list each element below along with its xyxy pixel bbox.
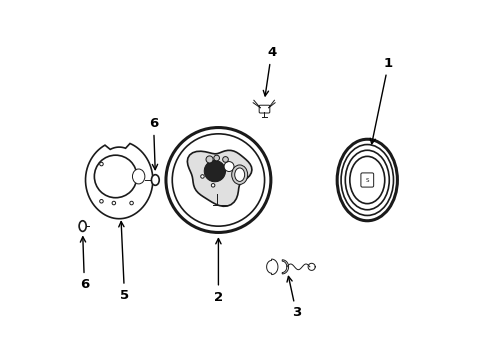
Polygon shape	[267, 259, 278, 275]
Ellipse shape	[79, 221, 86, 231]
Circle shape	[112, 201, 116, 205]
Ellipse shape	[232, 165, 247, 184]
Ellipse shape	[235, 168, 245, 181]
Circle shape	[206, 156, 213, 163]
Text: 6: 6	[149, 117, 158, 170]
Circle shape	[166, 127, 271, 233]
Polygon shape	[282, 260, 289, 274]
Circle shape	[99, 162, 103, 166]
FancyBboxPatch shape	[259, 105, 270, 113]
Text: 6: 6	[80, 237, 89, 291]
Text: 2: 2	[214, 239, 223, 303]
Circle shape	[201, 175, 204, 178]
Circle shape	[204, 161, 225, 182]
Text: 3: 3	[287, 276, 301, 319]
Polygon shape	[86, 144, 153, 219]
Circle shape	[99, 199, 103, 203]
Text: 1: 1	[370, 57, 393, 144]
Text: S: S	[366, 177, 369, 183]
Circle shape	[224, 162, 234, 171]
Ellipse shape	[151, 175, 159, 185]
Circle shape	[211, 184, 215, 187]
Text: 5: 5	[119, 221, 129, 302]
Text: 4: 4	[263, 46, 276, 96]
Circle shape	[95, 155, 137, 198]
Polygon shape	[187, 150, 252, 206]
FancyBboxPatch shape	[361, 173, 374, 187]
Circle shape	[130, 201, 133, 205]
Circle shape	[172, 134, 265, 226]
Circle shape	[214, 155, 220, 161]
Ellipse shape	[132, 169, 145, 184]
Circle shape	[222, 157, 228, 162]
